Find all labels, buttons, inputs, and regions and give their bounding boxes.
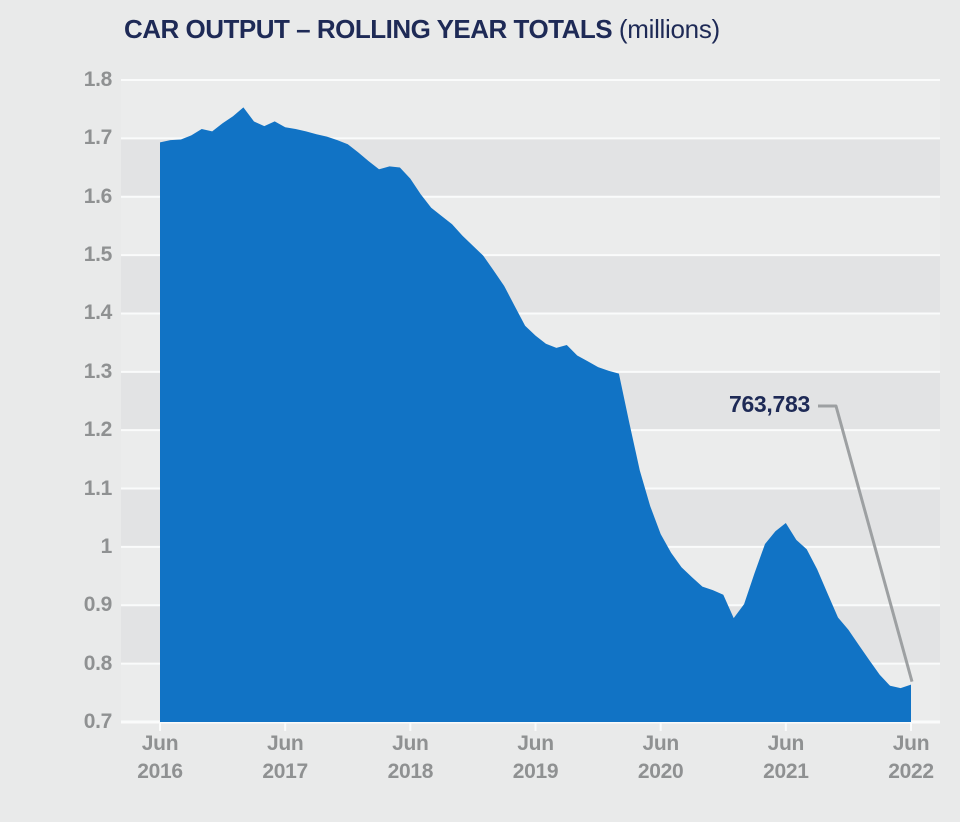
y-tick-label: 0.7 [83,710,113,733]
x-tick-year: 2016 [137,760,183,783]
y-tick-label: 1.5 [83,243,113,267]
y-tick-label: 1.2 [83,418,113,442]
x-tick-month: Jun [892,732,930,755]
chart-title: CAR OUTPUT – ROLLING YEAR TOTALS (millio… [124,14,720,45]
x-tick-month: Jun [392,732,429,755]
x-tick-label: Jun 2017 [233,730,337,786]
y-tick-label: 1.8 [83,68,113,91]
x-tick-label: Jun 2021 [734,730,838,786]
y-tick-label: 1.6 [83,184,113,208]
x-tick-label: Jun 2019 [484,730,588,786]
x-tick-label: Jun 2018 [358,730,462,786]
chart-title-main: CAR OUTPUT – ROLLING YEAR TOTALS [124,14,613,44]
callout-line [818,404,914,683]
x-tick-month: Jun [141,732,179,755]
x-tick-year: 2019 [512,760,559,783]
chart-title-units: (millions) [618,14,720,44]
x-tick-year: 2021 [763,760,809,783]
y-tick-label: 1 [100,534,113,558]
x-tick-month: Jun [767,732,805,755]
x-tick-year: 2022 [888,760,934,783]
x-tick-label: Jun 2020 [609,730,713,786]
endpoint-annotation: 763,783 [728,391,810,417]
x-tick-year: 2018 [387,760,434,783]
y-tick-label: 1.4 [83,301,113,325]
x-tick-year: 2020 [637,760,684,783]
x-tick-month: Jun [266,732,304,755]
x-tick-label: Jun 2016 [108,730,212,786]
area-series [160,107,911,722]
x-tick-label: Jun 2022 [859,730,960,786]
x-tick-year: 2017 [262,760,308,783]
y-tick-label: 1.7 [83,126,113,150]
y-tick-label: 0.9 [83,593,113,617]
y-tick-label: 0.8 [83,651,113,675]
y-tick-label: 1.3 [83,359,113,383]
y-tick-label: 1.1 [83,476,113,500]
x-tick-month: Jun [517,732,554,755]
x-tick-month: Jun [642,732,679,755]
